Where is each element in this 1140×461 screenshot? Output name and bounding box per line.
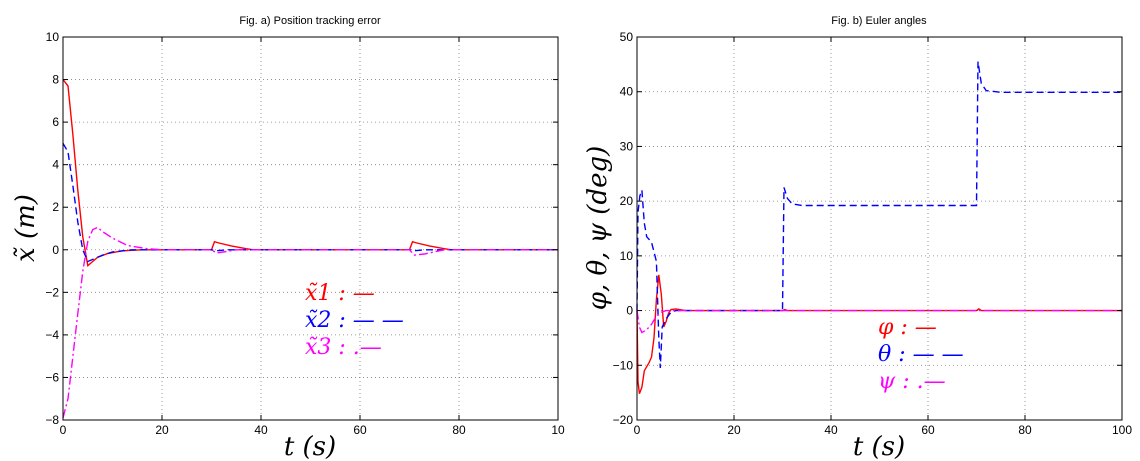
- x-tick-label: 100: [1112, 423, 1132, 437]
- legend-entry: x̃3 : .—: [305, 335, 382, 360]
- y-tick-label: −2: [45, 285, 59, 299]
- y-tick-label: 40: [620, 85, 634, 99]
- y-axis-label: φ, θ, ψ (deg): [583, 146, 613, 311]
- x-axis-label-text: t (s): [284, 432, 336, 461]
- x-axis-label-text: t (s): [853, 432, 905, 461]
- series-line: [62, 79, 558, 268]
- legend-entry: x̃1 : —: [305, 281, 375, 306]
- x-tick-label: 10: [551, 423, 565, 437]
- series-line: [62, 226, 558, 419]
- y-tick-label: 0: [626, 304, 633, 318]
- chart-title: Fig. a) Position tracking error: [239, 15, 381, 27]
- y-tick-label: 4: [52, 158, 59, 172]
- x-tick-label: 0: [634, 423, 641, 437]
- series-lines: [62, 79, 558, 419]
- y-tick-label: 2: [52, 200, 59, 214]
- x-tick-label: 0: [60, 423, 67, 437]
- grid: [63, 37, 558, 420]
- x-tick-label: 40: [824, 423, 838, 437]
- legend-entry: ψ : .—: [878, 369, 946, 394]
- y-axis-label-text: φ, θ, ψ (deg): [583, 146, 613, 311]
- panel-b-euler-angles: Fig. b) Euler angles 0 20 40 60 80 100−20−100…: [583, 15, 1132, 461]
- y-tick-label: 10: [620, 249, 634, 263]
- y-tick-label: −4: [45, 328, 59, 342]
- x-tick-label: 20: [155, 423, 169, 437]
- y-tick-label: 10: [46, 30, 60, 44]
- y-tick-label: −8: [45, 413, 59, 427]
- y-tick-label: −10: [613, 358, 634, 372]
- legend: x̃1 : —x̃2 : — —x̃3 : .—: [305, 281, 404, 360]
- panel-a-position-tracking-error: Fig. a) Position tracking error 0 20 40 60 8…: [11, 15, 565, 461]
- y-tick-label: 30: [620, 139, 634, 153]
- legend-entry: x̃2 : — —: [305, 308, 404, 333]
- x-tick-label: 40: [254, 423, 268, 437]
- tick-labels: 0 20 40 60 80 100 −20 −10 0 10 20 30 40 50: [613, 30, 1133, 437]
- tick-labels: 0 20 40 60 80 10 −8 −6 −4 −2 0 2 4 6 8 10: [45, 30, 565, 437]
- y-axis-label: x̃ (m): [11, 194, 41, 262]
- legend-entry: φ : —: [878, 315, 937, 340]
- chart-title: Fig. b) Euler angles: [831, 15, 927, 27]
- y-axis-label-text: x̃ (m): [11, 194, 41, 262]
- legend-entry: θ : — —: [878, 342, 964, 367]
- x-axis-label: t (s): [284, 432, 336, 461]
- x-tick-label: 60: [921, 423, 935, 437]
- series-line: [62, 143, 558, 263]
- y-tick-label: 8: [52, 73, 59, 87]
- series-line: [636, 61, 1122, 369]
- y-tick-label: 0: [52, 243, 59, 257]
- series-lines: [636, 61, 1122, 394]
- x-tick-label: 80: [1018, 423, 1032, 437]
- y-tick-label: 50: [620, 30, 634, 44]
- legend: φ : —θ : — —ψ : .—: [878, 315, 964, 394]
- plot-frame: [62, 36, 559, 421]
- y-tick-label: −20: [613, 413, 634, 427]
- y-tick-label: 6: [52, 115, 59, 129]
- y-tick-label: 20: [620, 194, 634, 208]
- y-tick-label: −6: [45, 370, 59, 384]
- series-line: [636, 309, 1122, 334]
- x-tick-label: 60: [353, 423, 367, 437]
- plot-frame: [636, 36, 1123, 421]
- x-axis-label: t (s): [853, 432, 905, 461]
- x-tick-label: 20: [727, 423, 741, 437]
- x-tick-label: 80: [452, 423, 466, 437]
